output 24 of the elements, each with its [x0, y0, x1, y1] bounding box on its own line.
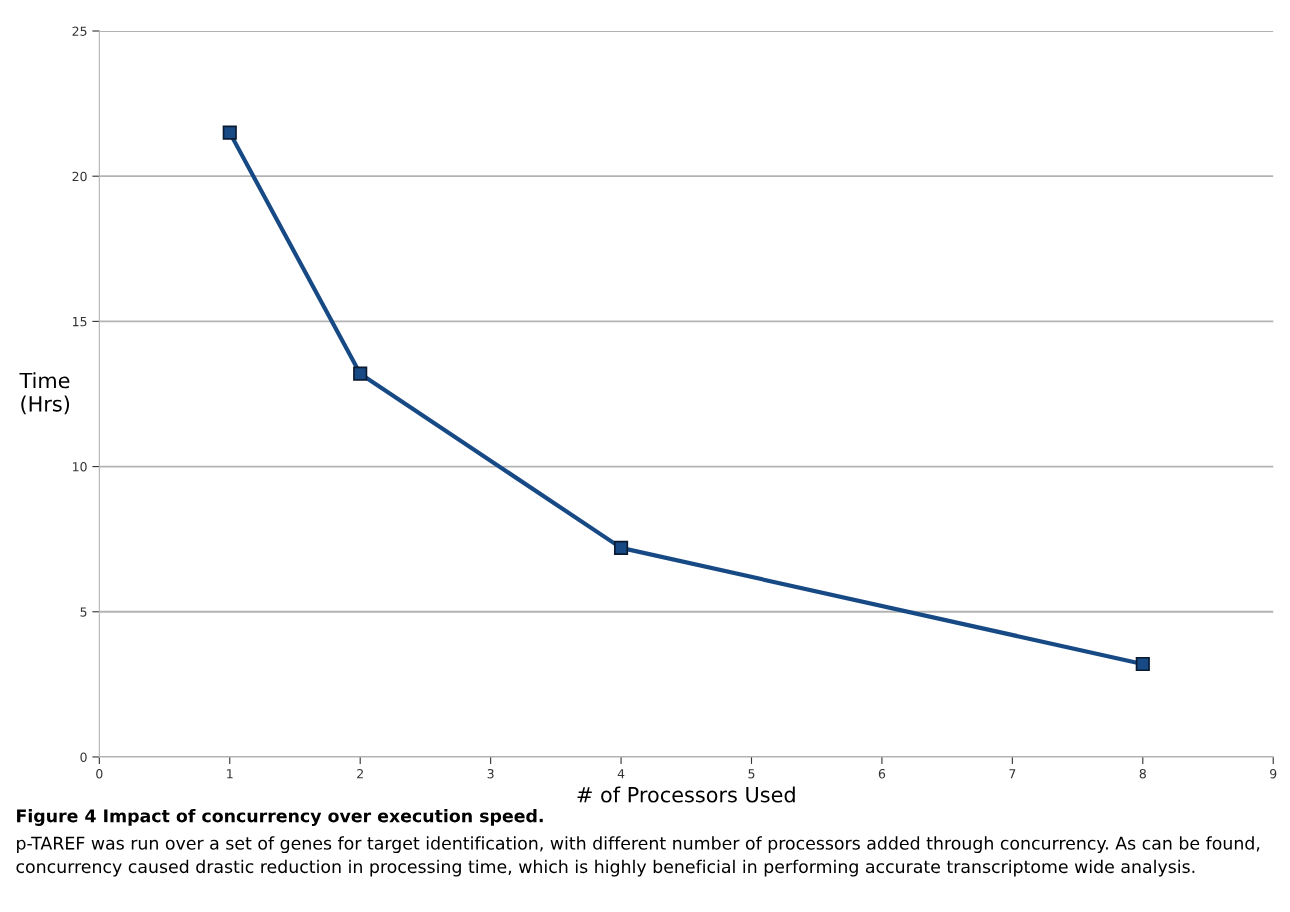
point [353, 366, 368, 381]
y-tick-label: 5 [80, 607, 87, 617]
x-tick-label: 4 [617, 769, 625, 779]
x-tick-label: 1 [227, 769, 233, 779]
y-tick-label: 25 [72, 26, 87, 36]
y-axis-title: Time (Hrs) [19, 372, 70, 415]
x-tick-label: 7 [1009, 769, 1016, 779]
text: p-TAREF was run over a set of genes for target identification, with different number of processors added through concurrency. As can be found, concurrency caused drastic reduction in processing time, which is highly beneficial in performing accurate transcriptome wide analysis. [16, 836, 1260, 877]
point [613, 540, 629, 555]
x-tick-label: 6 [878, 768, 886, 779]
x-tick-label: 9 [1270, 768, 1277, 779]
y-tick-label: 10 [72, 462, 87, 472]
point [1135, 656, 1150, 672]
x-tick-label: 2 [357, 768, 363, 779]
x-tick-label: 3 [487, 768, 494, 779]
x-axis-title: # of Processors Used [577, 786, 795, 803]
y-tick-label: 20 [72, 171, 87, 182]
point [222, 125, 237, 140]
y-tick-label: 15 [72, 317, 87, 327]
x-tick-label: 0 [96, 768, 103, 779]
x-tick-label: 5 [748, 769, 755, 779]
y-tick-label: 0 [80, 752, 87, 762]
x-tick-label: 8 [1139, 768, 1146, 779]
text: Figure 4 Impact of concurrency over execution speed. [17, 808, 543, 826]
